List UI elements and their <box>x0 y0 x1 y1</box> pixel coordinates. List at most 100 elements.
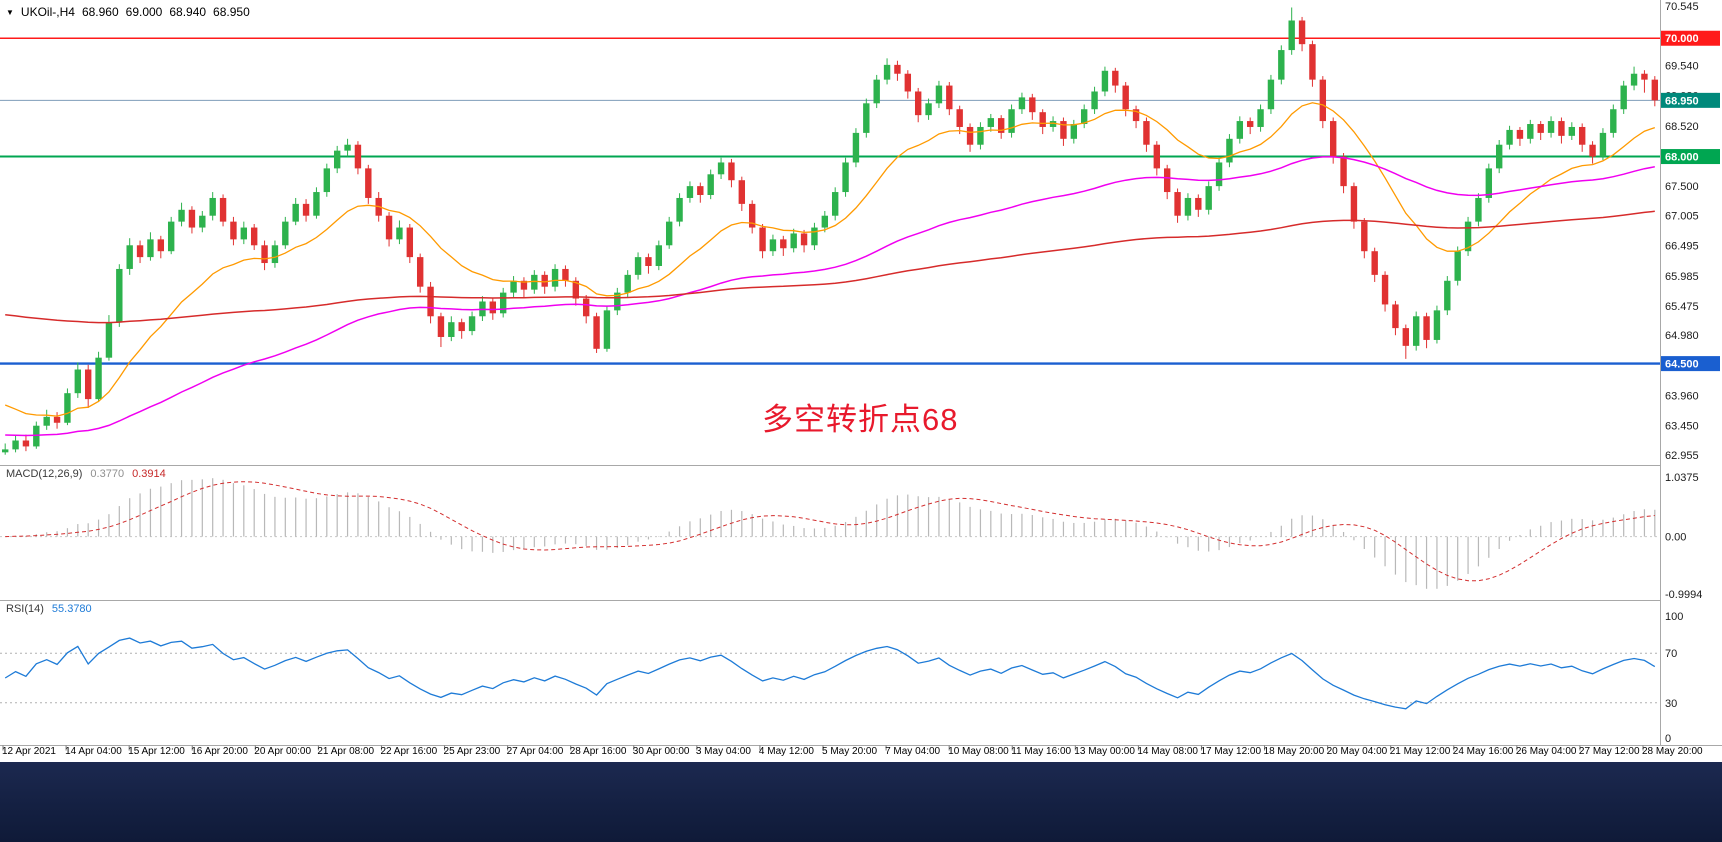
time-axis-label: 21 Apr 08:00 <box>317 746 375 757</box>
candle-body <box>582 298 590 317</box>
candle-body <box>33 425 40 447</box>
candle-body <box>1475 197 1482 222</box>
candle-body <box>240 227 248 240</box>
candle-body <box>1340 156 1347 187</box>
time-axis[interactable]: 12 Apr 2021 14 Apr 04:00 15 Apr 12:00 16 Ap… <box>0 746 1722 762</box>
candle-body <box>510 280 517 293</box>
macd-axis-tick: 1.0375 <box>1665 472 1699 484</box>
price-tag-label: 68.000 <box>1665 152 1699 164</box>
candle-body <box>821 215 829 228</box>
candle-body <box>468 316 476 332</box>
candle-body <box>1298 20 1306 45</box>
candle-body <box>1101 70 1109 92</box>
time-axis-label: 15 Apr 12:00 <box>128 746 185 757</box>
candle-body <box>894 64 901 74</box>
price-low: 68.940 <box>169 5 207 19</box>
time-axis-label: 5 May 20:00 <box>822 746 878 757</box>
candle-body <box>883 64 891 80</box>
candle-body <box>489 301 497 314</box>
candle-body <box>914 91 922 116</box>
candle-body <box>1278 50 1285 80</box>
price-axis[interactable] <box>1661 0 1722 745</box>
candle-body <box>302 203 310 216</box>
candle-body <box>313 192 320 216</box>
candle-body <box>1371 251 1378 275</box>
candle-body <box>1454 251 1461 281</box>
rsi-axis-tick: 70 <box>1665 648 1677 660</box>
time-axis-label: 14 Apr 04:00 <box>65 746 122 757</box>
candle-body <box>437 316 445 337</box>
candle-body <box>935 85 943 104</box>
candle-body <box>1112 70 1119 86</box>
candle-body <box>717 162 725 175</box>
symbol-dropdown-icon[interactable]: ▼ <box>6 7 14 17</box>
candle-body <box>1516 129 1524 139</box>
macd-value-signal: 0.3914 <box>132 468 166 480</box>
candle-body <box>1184 197 1192 216</box>
candle-body <box>1547 121 1555 133</box>
time-axis-label: 3 May 04:00 <box>695 746 751 757</box>
candle-body <box>1381 274 1389 305</box>
candle-body <box>365 168 372 198</box>
candle-body <box>686 186 694 198</box>
rsi-axis-tick: 30 <box>1665 698 1677 710</box>
candle-body <box>167 221 175 252</box>
candle-body <box>43 416 50 426</box>
candle-body <box>1018 97 1026 110</box>
candle-body <box>1610 109 1617 133</box>
candle-body <box>831 192 839 216</box>
candle-body <box>1464 221 1472 252</box>
candle-body <box>1 449 9 453</box>
candle-body <box>707 174 714 196</box>
candle-body <box>323 168 331 193</box>
macd-axis-tick: 0.00 <box>1665 532 1686 544</box>
candle-body <box>1578 126 1586 145</box>
time-axis-label: 17 May 12:00 <box>1200 746 1262 757</box>
candle-body <box>1257 109 1264 127</box>
candle-body <box>842 162 849 193</box>
candle-body <box>1651 79 1659 101</box>
candle-body <box>188 209 196 228</box>
candle-body <box>396 227 403 240</box>
candle-body <box>84 369 92 400</box>
candle-body <box>1080 109 1088 125</box>
candle-body <box>1589 144 1596 157</box>
rsi-line <box>4 637 1656 710</box>
price-axis-tick: 67.500 <box>1665 181 1699 193</box>
candle-body <box>956 109 963 127</box>
candle-body <box>1309 44 1316 80</box>
candle-body <box>74 369 82 394</box>
candle-body <box>780 239 787 249</box>
candle-body <box>282 221 289 246</box>
candle-body <box>1215 162 1223 187</box>
candle-body <box>759 227 766 252</box>
candle-body <box>572 280 580 299</box>
candle-body <box>1246 121 1254 127</box>
candle-body <box>1423 316 1430 340</box>
candle-body <box>157 239 165 252</box>
candle-body <box>790 233 797 249</box>
candle-body <box>873 79 880 104</box>
candle-body <box>634 257 642 275</box>
candle-body <box>209 197 216 216</box>
chart-canvas[interactable]: 70.54569.54069.03068.52067.50067.00566.4… <box>0 0 1722 762</box>
time-axis-label: 26 May 04:00 <box>1515 746 1577 757</box>
candle-body <box>261 245 268 264</box>
time-axis-label: 18 May 20:00 <box>1263 746 1325 757</box>
time-axis-label: 11 May 16:00 <box>1011 746 1072 757</box>
time-axis-label: 12 Apr 2021 <box>2 746 56 757</box>
candle-body <box>603 310 611 349</box>
price-axis-tick: 69.540 <box>1665 60 1699 72</box>
candle-body <box>655 245 663 266</box>
candle-body <box>946 85 953 110</box>
candle-body <box>1122 85 1129 110</box>
candle-body <box>977 126 984 145</box>
candle-body <box>105 322 113 358</box>
candle-body <box>904 73 912 92</box>
macd-name: MACD(12,26,9) <box>6 468 83 480</box>
time-axis-label: 28 Apr 16:00 <box>569 746 627 757</box>
candle-body <box>1641 73 1648 80</box>
candle-body <box>863 103 870 133</box>
candle-body <box>676 197 683 222</box>
candle-body <box>230 221 237 240</box>
